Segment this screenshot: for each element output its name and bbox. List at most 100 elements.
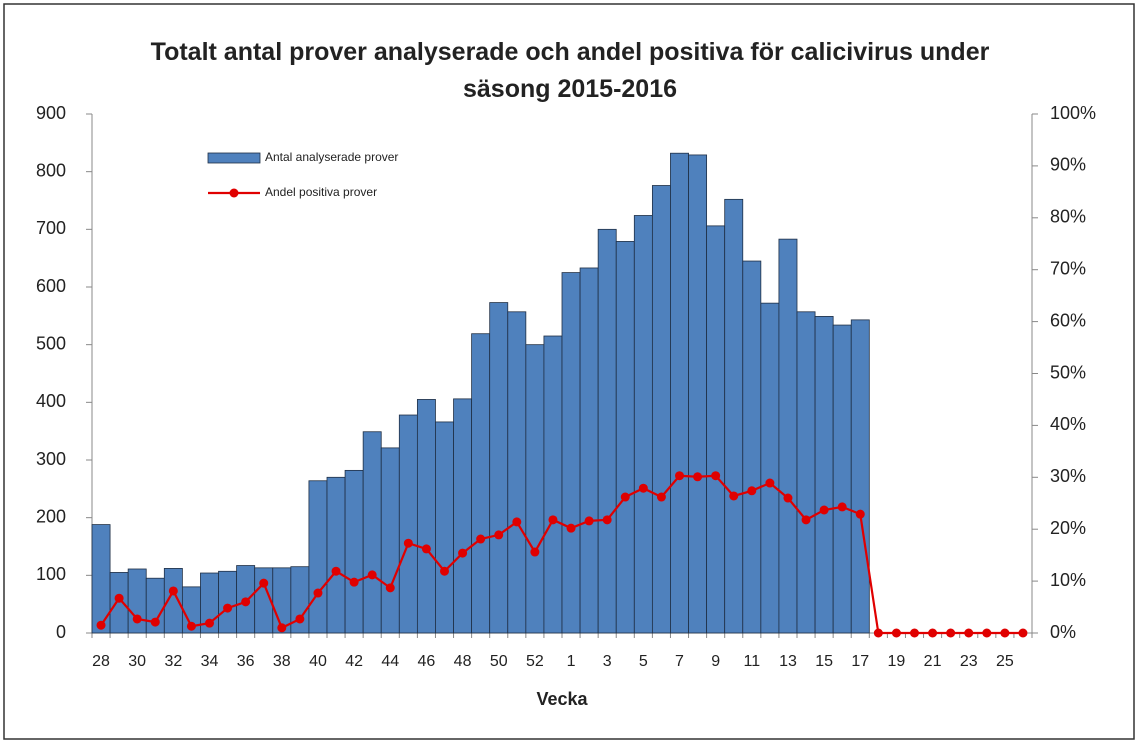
- line: [100, 474, 1023, 635]
- x-tick-label: 44: [381, 653, 399, 670]
- line-point: [241, 597, 251, 607]
- y2-tick-label: 100%: [1050, 103, 1096, 123]
- y-tick-label: 800: [36, 160, 66, 180]
- line-point: [512, 517, 522, 527]
- x-tick-label: 34: [201, 653, 219, 670]
- line-point: [602, 515, 612, 525]
- x-tick-label: 28: [92, 653, 110, 670]
- line-point: [186, 621, 196, 631]
- line-point: [548, 515, 558, 525]
- bar: [416, 399, 436, 634]
- y2-tick-label: 10%: [1050, 570, 1086, 590]
- bar: [633, 215, 653, 634]
- bar: [579, 267, 599, 634]
- line-point: [747, 486, 757, 496]
- bar: [778, 238, 798, 634]
- line-point: [132, 614, 142, 624]
- bar: [326, 476, 346, 634]
- bar: [561, 272, 581, 634]
- bar: [435, 421, 454, 634]
- line-point: [729, 491, 739, 501]
- y-tick-label: 100: [36, 564, 66, 584]
- x-tick-label: 9: [711, 653, 720, 670]
- bar: [814, 316, 834, 634]
- x-tick-label: 21: [924, 653, 942, 670]
- y-tick-label: 200: [36, 506, 66, 526]
- x-tick-label: 5: [639, 653, 648, 670]
- line-point: [566, 523, 576, 533]
- line-point: [964, 628, 974, 638]
- x-tick-label: 30: [128, 653, 146, 670]
- x-tick-label: 48: [454, 653, 472, 670]
- bar: [615, 241, 635, 634]
- line-point: [656, 492, 666, 502]
- line-point: [928, 628, 938, 638]
- y-tick-label: 900: [36, 103, 66, 123]
- line-point: [494, 530, 504, 540]
- x-tick-label: 46: [418, 653, 436, 670]
- line-point: [205, 618, 214, 628]
- bar: [362, 431, 382, 634]
- bar: [525, 344, 545, 634]
- x-tick-label: 40: [309, 653, 327, 670]
- line-point: [837, 502, 847, 512]
- line-point: [259, 578, 269, 588]
- bar: [218, 570, 238, 634]
- y2-tick-label: 0%: [1050, 622, 1076, 642]
- x-tick-label: 52: [526, 653, 544, 670]
- bar: [651, 185, 671, 634]
- line-point: [910, 628, 919, 638]
- line-point: [982, 628, 992, 638]
- bar: [471, 333, 491, 634]
- x-tick-label: 38: [273, 653, 291, 670]
- y2-tick-label: 70%: [1050, 258, 1086, 278]
- y2-tick-label: 20%: [1050, 518, 1086, 538]
- line-point: [675, 471, 684, 481]
- bar: [706, 225, 726, 634]
- x-tick-label: 17: [851, 653, 869, 670]
- line-point: [223, 603, 233, 613]
- x-tick-label: 11: [744, 653, 761, 670]
- bar: [453, 398, 473, 634]
- bar: [308, 480, 328, 634]
- line-point: [367, 570, 377, 580]
- x-tick-label: 42: [345, 653, 363, 670]
- y-tick-label: 600: [36, 276, 66, 296]
- x-tick-label: 13: [779, 653, 797, 670]
- bar: [272, 567, 292, 634]
- line-point: [693, 472, 703, 482]
- x-tick-label: 32: [164, 653, 182, 670]
- y2-tick-label: 60%: [1050, 310, 1086, 330]
- line-point: [946, 628, 956, 638]
- line-point: [891, 628, 901, 638]
- y-tick-label: 0: [56, 622, 66, 642]
- bar: [796, 311, 816, 634]
- line-point: [458, 548, 468, 558]
- line-point: [1000, 628, 1010, 638]
- x-tick-label: 19: [888, 653, 906, 670]
- x-tick-label: 15: [815, 653, 833, 670]
- bar: [850, 319, 870, 634]
- legend-label: Antal analyserade prover: [265, 150, 398, 164]
- x-tick-label: 3: [603, 653, 612, 670]
- line-point: [1018, 628, 1028, 638]
- x-tick-label: 23: [960, 653, 978, 670]
- line-point: [331, 566, 341, 576]
- x-tick-label: 25: [996, 653, 1014, 670]
- bar: [543, 335, 563, 634]
- line-point: [476, 534, 486, 544]
- legend-swatch-point: [229, 188, 239, 198]
- line-point: [440, 566, 449, 576]
- bar: [398, 414, 418, 634]
- y2-tick-label: 50%: [1050, 362, 1086, 382]
- bar: [670, 152, 689, 634]
- bar: [688, 154, 708, 634]
- line-point: [313, 588, 323, 598]
- line-point: [385, 583, 395, 593]
- x-tick-label: 7: [675, 653, 684, 670]
- x-tick-label: 1: [567, 653, 576, 670]
- bar: [489, 302, 509, 634]
- line-point: [403, 538, 413, 548]
